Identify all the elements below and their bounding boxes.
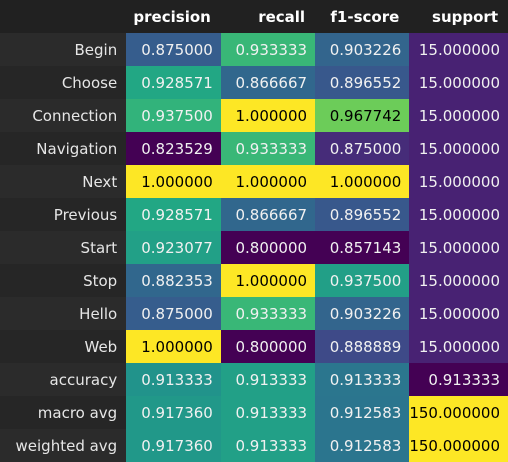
heatmap-cell: 0.967742 bbox=[315, 99, 410, 132]
heatmap-cell: 0.933333 bbox=[220, 297, 316, 330]
heatmap-cell: 0.913333 bbox=[126, 363, 221, 396]
heatmap-cell: 1.000000 bbox=[126, 330, 221, 363]
heatmap-cell: 0.937500 bbox=[315, 264, 410, 297]
row-label: Previous bbox=[0, 198, 127, 231]
heatmap-cell: 150.000000 bbox=[409, 429, 508, 462]
row-label: Navigation bbox=[0, 132, 127, 165]
row-label: Begin bbox=[0, 33, 127, 66]
heatmap-cell: 0.913333 bbox=[409, 363, 508, 396]
heatmap-cell: 0.937500 bbox=[126, 99, 221, 132]
heatmap-cell: 1.000000 bbox=[126, 165, 221, 198]
heatmap-cell: 15.000000 bbox=[409, 231, 508, 264]
heatmap-cell: 150.000000 bbox=[409, 396, 508, 429]
heatmap-cell: 0.923077 bbox=[126, 231, 221, 264]
row-label: weighted avg bbox=[0, 429, 127, 462]
heatmap-cell: 0.875000 bbox=[315, 132, 410, 165]
table-row: Hello 0.875000 0.933333 0.903226 15.000000 bbox=[0, 297, 508, 330]
row-label: Next bbox=[0, 165, 127, 198]
table-row: Choose 0.928571 0.866667 0.896552 15.000000 bbox=[0, 66, 508, 99]
table-row: Next 1.000000 1.000000 1.000000 15.000000 bbox=[0, 165, 508, 198]
column-header-recall: recall bbox=[220, 0, 316, 33]
table-row: Start 0.923077 0.800000 0.857143 15.000000 bbox=[0, 231, 508, 264]
heatmap-cell: 0.857143 bbox=[315, 231, 410, 264]
heatmap-cell: 0.903226 bbox=[315, 33, 410, 66]
heatmap-cell: 0.928571 bbox=[126, 198, 221, 231]
heatmap-cell: 0.896552 bbox=[315, 198, 410, 231]
heatmap-cell: 1.000000 bbox=[220, 165, 316, 198]
heatmap-cell: 15.000000 bbox=[409, 264, 508, 297]
heatmap-cell: 15.000000 bbox=[409, 66, 508, 99]
table-row: Connection 0.937500 1.000000 0.967742 15.000… bbox=[0, 99, 508, 132]
row-label: accuracy bbox=[0, 363, 127, 396]
heatmap-cell: 0.875000 bbox=[126, 297, 221, 330]
table-row: Navigation 0.823529 0.933333 0.875000 15.000… bbox=[0, 132, 508, 165]
header-row: precision recall f1-score support bbox=[0, 0, 508, 33]
heatmap-cell: 0.888889 bbox=[315, 330, 410, 363]
table-row: Previous 0.928571 0.866667 0.896552 15.00000… bbox=[0, 198, 508, 231]
row-label: macro avg bbox=[0, 396, 127, 429]
table-body: Begin 0.875000 0.933333 0.903226 15.000000 Ch… bbox=[0, 33, 508, 462]
heatmap-cell: 0.800000 bbox=[220, 231, 316, 264]
heatmap-cell: 15.000000 bbox=[409, 33, 508, 66]
heatmap-cell: 0.913333 bbox=[220, 396, 316, 429]
heatmap-cell: 0.896552 bbox=[315, 66, 410, 99]
heatmap-cell: 0.933333 bbox=[220, 132, 316, 165]
heatmap-cell: 0.903226 bbox=[315, 297, 410, 330]
heatmap-cell: 15.000000 bbox=[409, 165, 508, 198]
table-row: weighted avg 0.917360 0.913333 0.912583 150.… bbox=[0, 429, 508, 462]
heatmap-cell: 15.000000 bbox=[409, 297, 508, 330]
heatmap-cell: 15.000000 bbox=[409, 132, 508, 165]
heatmap-cell: 0.913333 bbox=[220, 363, 316, 396]
row-label: Choose bbox=[0, 66, 127, 99]
heatmap-cell: 0.866667 bbox=[220, 198, 316, 231]
heatmap-cell: 0.912583 bbox=[315, 396, 410, 429]
heatmap-cell: 0.928571 bbox=[126, 66, 221, 99]
heatmap-cell: 0.875000 bbox=[126, 33, 221, 66]
row-label: Hello bbox=[0, 297, 127, 330]
heatmap-cell: 0.917360 bbox=[126, 396, 221, 429]
row-label: Connection bbox=[0, 99, 127, 132]
table-row: Web 1.000000 0.800000 0.888889 15.000000 bbox=[0, 330, 508, 363]
row-label: Start bbox=[0, 231, 127, 264]
heatmap-cell: 0.913333 bbox=[315, 363, 410, 396]
heatmap-cell: 0.933333 bbox=[220, 33, 316, 66]
column-header-support: support bbox=[409, 0, 508, 33]
heatmap-cell: 0.823529 bbox=[126, 132, 221, 165]
row-label: Web bbox=[0, 330, 127, 363]
heatmap-cell: 15.000000 bbox=[409, 330, 508, 363]
heatmap-cell: 0.912583 bbox=[315, 429, 410, 462]
heatmap-cell: 15.000000 bbox=[409, 99, 508, 132]
table-row: accuracy 0.913333 0.913333 0.913333 0.913333 bbox=[0, 363, 508, 396]
heatmap-cell: 0.917360 bbox=[126, 429, 221, 462]
table-row: Stop 0.882353 1.000000 0.937500 15.000000 bbox=[0, 264, 508, 297]
corner-cell bbox=[0, 0, 127, 33]
table-row: Begin 0.875000 0.933333 0.903226 15.000000 bbox=[0, 33, 508, 66]
heatmap-cell: 0.882353 bbox=[126, 264, 221, 297]
column-header-precision: precision bbox=[126, 0, 221, 33]
heatmap-cell: 1.000000 bbox=[220, 264, 316, 297]
table-row: macro avg 0.917360 0.913333 0.912583 150.000… bbox=[0, 396, 508, 429]
heatmap-cell: 0.800000 bbox=[220, 330, 316, 363]
heatmap-cell: 1.000000 bbox=[315, 165, 410, 198]
heatmap-cell: 0.913333 bbox=[220, 429, 316, 462]
row-label: Stop bbox=[0, 264, 127, 297]
column-header-f1-score: f1-score bbox=[315, 0, 410, 33]
heatmap-cell: 1.000000 bbox=[220, 99, 316, 132]
heatmap-cell: 0.866667 bbox=[220, 66, 316, 99]
heatmap-cell: 15.000000 bbox=[409, 198, 508, 231]
